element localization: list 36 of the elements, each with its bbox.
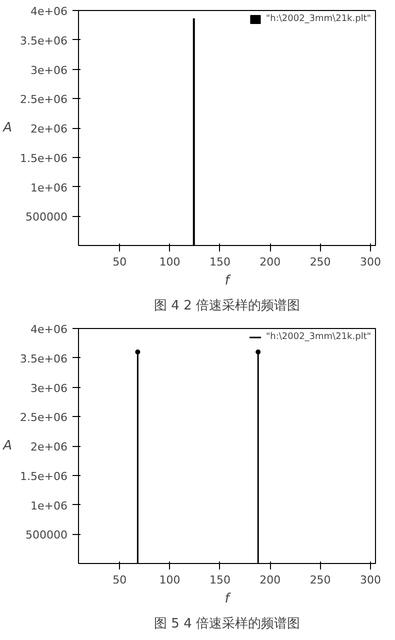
- y-tick-label: 4e+06: [30, 323, 68, 336]
- x-axis-title: f: [224, 274, 232, 288]
- y-tick-label: 2.5e+06: [20, 93, 68, 106]
- x-axis-title: f: [224, 592, 232, 606]
- y-tick-label: 1.5e+06: [20, 470, 68, 483]
- y-tick-label: 2e+06: [30, 440, 68, 454]
- x-tick-label: 200: [260, 574, 281, 586]
- text: 图 4 2 倍速采样的频谱图: [154, 298, 300, 314]
- x-tick-label: 50: [112, 256, 127, 268]
- x-tick-label: 250: [310, 574, 331, 586]
- x-tick-label: 150: [209, 256, 230, 268]
- x-tick-label: 100: [159, 574, 180, 586]
- x-tick-label: 200: [260, 256, 281, 268]
- text: 图 5 4 倍速采样的频谱图: [154, 616, 300, 632]
- y-axis-title: A: [2, 120, 12, 136]
- y-tick-label: 1.5e+06: [20, 152, 68, 165]
- y-tick-label: 2e+06: [30, 122, 68, 136]
- y-tick-label: 500000: [26, 528, 68, 542]
- x-tick-label: 100: [159, 256, 180, 268]
- y-tick-label: 3e+06: [30, 64, 68, 77]
- x-tick-label: 300: [360, 574, 381, 586]
- y-tick-label: 4e+06: [30, 5, 68, 18]
- x-tick-label: 300: [360, 256, 381, 268]
- y-tick-label: 500000: [26, 210, 68, 224]
- y-tick-label: 2.5e+06: [20, 411, 68, 424]
- x-tick-label: 150: [209, 574, 230, 586]
- x-tick-label: 250: [310, 256, 331, 268]
- legend-label: "h:\2002_3mm\21k.plt": [266, 332, 371, 342]
- y-axis-title: A: [2, 438, 12, 454]
- y-tick-label: 3.5e+06: [20, 352, 68, 366]
- y-tick-label: 3.5e+06: [20, 34, 68, 48]
- y-tick-label: 1e+06: [30, 499, 68, 512]
- legend-label: "h:\2002_3mm\21k.plt": [266, 14, 371, 24]
- x-tick-label: 50: [112, 574, 127, 586]
- y-tick-label: 3e+06: [30, 382, 68, 395]
- y-tick-label: 1e+06: [30, 181, 68, 194]
